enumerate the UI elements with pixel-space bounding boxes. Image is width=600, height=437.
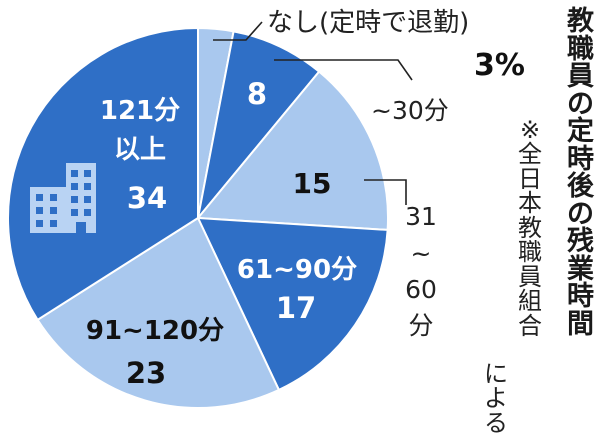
pie-slice-4 [36,216,281,409]
leader-line-2 [364,179,407,205]
slice-label-121-line1: 121分 [100,96,180,126]
slice-label-31-60-part1: 31 [405,202,437,231]
leader-line-1 [274,59,413,81]
pie-slice-3 [196,216,389,392]
slice-label-0-30: ~30分 [371,96,449,125]
slice-label-31-60-part4: 分 [408,311,433,340]
slice-value-23: 23 [126,356,166,390]
slice-value-15: 15 [293,167,332,200]
source-note: ※ 全日本教職員組合 [518,116,542,340]
slice-value-34: 34 [127,181,167,215]
slice-value-17: 17 [276,291,316,325]
slice-label-61-90: 61~90分 [237,255,357,285]
slice-label-121-line2: 以上 [114,135,166,165]
slice-value-3pct: 3% [474,48,525,83]
pie-slices [7,26,390,409]
slice-value-8: 8 [247,77,267,111]
source-note-suffix: による [484,360,508,437]
slice-label-31-60-part2: ~ [411,239,432,268]
pie-slice-2 [195,70,390,231]
slice-label-none: なし(定時で退勤) [267,8,469,38]
pie-slice-5 [7,26,199,322]
slice-label-31-60-part3: 60 [405,275,437,304]
pie-slice-1 [197,30,321,219]
leader-line-0 [213,21,263,41]
slice-label-91-120: 91~120分 [86,316,224,346]
school-building-icon [30,163,96,233]
leader-lines [213,21,413,205]
chart-title: 教職員の定時後の残業時間 [567,6,594,340]
